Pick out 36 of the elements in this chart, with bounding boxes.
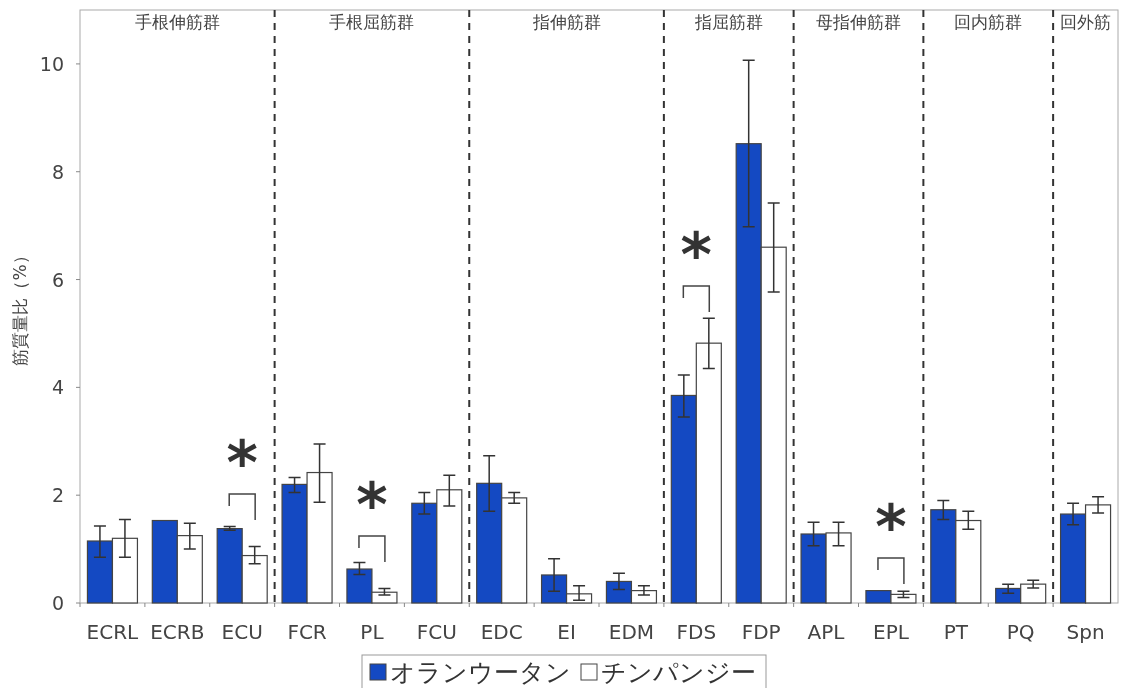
y-axis-title: 筋質量比（%） <box>10 247 30 366</box>
annotation: 回内筋群 <box>954 12 1023 32</box>
annotation: * <box>356 470 388 540</box>
y-tick-label: 4 <box>51 376 64 399</box>
annotation: * <box>875 492 907 562</box>
x-tick-label: ECRB <box>150 620 205 644</box>
y-tick-label: 10 <box>39 52 64 75</box>
x-tick-label: FDP <box>741 620 781 644</box>
x-tick-label: EDC <box>480 620 523 644</box>
annotation: 回外筋 <box>1060 12 1112 32</box>
annotation: * <box>680 220 713 290</box>
legend-label: オランウータン <box>390 658 571 687</box>
annotation: 手根伸筋群 <box>134 12 220 32</box>
x-tick-label: FCU <box>416 620 457 644</box>
x-tick-label: PL <box>360 620 385 644</box>
x-tick-label: PQ <box>1006 620 1035 644</box>
y-tick-label: 6 <box>51 268 64 291</box>
annotation: 指伸筋群 <box>531 12 601 32</box>
x-tick-label: ECRL <box>86 620 140 644</box>
y-tick-label: 2 <box>51 484 64 507</box>
y-tick-label: 8 <box>51 160 64 183</box>
annotation: 手根屈筋群 <box>329 12 415 32</box>
x-tick-label: FCR <box>287 620 327 644</box>
x-tick-label: EDM <box>608 620 655 644</box>
annotation: * <box>226 428 258 498</box>
x-tick-label: EPL <box>873 620 910 644</box>
annotation: 母指伸筋群 <box>816 12 901 32</box>
y-tick-label: 0 <box>51 592 64 614</box>
x-tick-label: Spn <box>1066 620 1105 644</box>
x-tick-label: APL <box>807 620 846 644</box>
x-tick-label: FDS <box>676 620 717 644</box>
legend-label: チンパンジー <box>601 658 756 687</box>
x-tick-label: ECU <box>221 620 263 644</box>
annotation: 指屈筋群 <box>693 12 763 32</box>
x-tick-label: PT <box>943 620 969 644</box>
x-tick-label: EI <box>557 620 576 644</box>
